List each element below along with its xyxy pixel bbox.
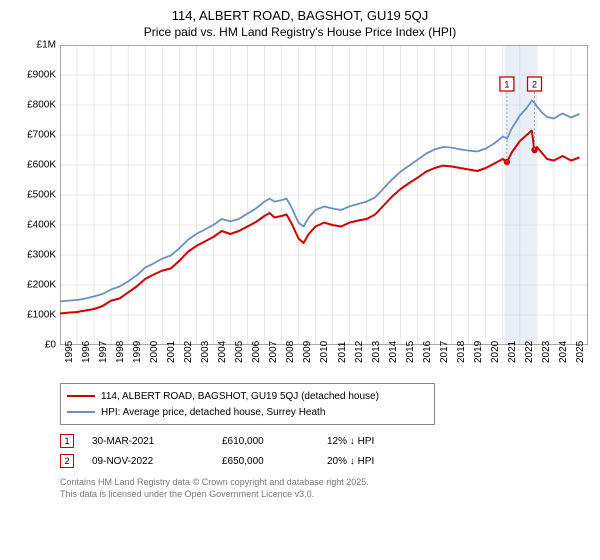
xtick-label: 2010 xyxy=(319,333,331,363)
chart-subtitle: Price paid vs. HM Land Registry's House … xyxy=(8,25,592,39)
legend-swatch-hpi xyxy=(67,411,95,413)
xtick-label: 2007 xyxy=(268,333,280,363)
xtick-label: 2009 xyxy=(302,333,314,363)
sale-price-1: £610,000 xyxy=(222,436,327,447)
xtick-label: 1998 xyxy=(115,333,127,363)
xtick-label: 2012 xyxy=(354,333,366,363)
xtick-label: 2006 xyxy=(251,333,263,363)
sale-marker-2: 2 xyxy=(60,454,74,468)
chart-container: 114, ALBERT ROAD, BAGSHOT, GU19 5QJ Pric… xyxy=(0,0,600,560)
xtick-label: 2018 xyxy=(456,333,468,363)
sale-date-1: 30-MAR-2021 xyxy=(92,436,222,447)
sale-price-2: £650,000 xyxy=(222,456,327,467)
xtick-label: 2001 xyxy=(166,333,178,363)
xtick-label: 2004 xyxy=(217,333,229,363)
xtick-label: 1995 xyxy=(64,333,76,363)
xtick-label: 2025 xyxy=(575,333,587,363)
xtick-label: 1999 xyxy=(132,333,144,363)
legend: 114, ALBERT ROAD, BAGSHOT, GU19 5QJ (det… xyxy=(60,383,435,425)
xtick-label: 2003 xyxy=(200,333,212,363)
plot-svg: 12 xyxy=(60,45,588,345)
xtick-label: 2005 xyxy=(234,333,246,363)
ytick-label: £400K xyxy=(18,220,56,231)
xtick-label: 2019 xyxy=(473,333,485,363)
xtick-label: 2011 xyxy=(337,333,349,363)
xtick-label: 2014 xyxy=(388,333,400,363)
sale-pct-2: 20% ↓ HPI xyxy=(327,456,447,467)
xtick-label: 2002 xyxy=(183,333,195,363)
xtick-label: 2017 xyxy=(439,333,451,363)
legend-item-property: 114, ALBERT ROAD, BAGSHOT, GU19 5QJ (det… xyxy=(67,388,428,404)
sale-marker-1: 1 xyxy=(60,434,74,448)
xtick-label: 1996 xyxy=(81,333,93,363)
xtick-label: 2022 xyxy=(524,333,536,363)
ytick-label: £0 xyxy=(18,340,56,351)
chart-area: £0 £100K £200K £300K £400K £500K £600K £700K £80… xyxy=(18,45,588,375)
ytick-label: £200K xyxy=(18,280,56,291)
footer-line-2: This data is licensed under the Open Gov… xyxy=(60,489,592,501)
sales-row-2: 2 09-NOV-2022 £650,000 20% ↓ HPI xyxy=(60,451,592,471)
ytick-label: £600K xyxy=(18,160,56,171)
ytick-label: £1M xyxy=(18,40,56,51)
ytick-label: £100K xyxy=(18,310,56,321)
xtick-label: 2021 xyxy=(507,333,519,363)
xtick-label: 2000 xyxy=(149,333,161,363)
xtick-label: 2016 xyxy=(422,333,434,363)
xtick-label: 2020 xyxy=(490,333,502,363)
xtick-label: 2013 xyxy=(371,333,383,363)
ytick-label: £800K xyxy=(18,100,56,111)
ytick-label: £700K xyxy=(18,130,56,141)
ytick-label: £500K xyxy=(18,190,56,201)
footer: Contains HM Land Registry data © Crown c… xyxy=(60,477,592,500)
svg-text:1: 1 xyxy=(504,80,509,90)
legend-swatch-property xyxy=(67,395,95,397)
legend-label-property: 114, ALBERT ROAD, BAGSHOT, GU19 5QJ (det… xyxy=(101,391,379,402)
sales-row-1: 1 30-MAR-2021 £610,000 12% ↓ HPI xyxy=(60,431,592,451)
legend-item-hpi: HPI: Average price, detached house, Surr… xyxy=(67,404,428,420)
xtick-label: 2015 xyxy=(405,333,417,363)
xtick-label: 2023 xyxy=(541,333,553,363)
ytick-label: £900K xyxy=(18,70,56,81)
svg-text:2: 2 xyxy=(532,80,537,90)
chart-title: 114, ALBERT ROAD, BAGSHOT, GU19 5QJ xyxy=(8,8,592,23)
legend-label-hpi: HPI: Average price, detached house, Surr… xyxy=(101,407,325,418)
xtick-label: 2024 xyxy=(558,333,570,363)
plot-region: 12 xyxy=(60,45,588,345)
sale-date-2: 09-NOV-2022 xyxy=(92,456,222,467)
footer-line-1: Contains HM Land Registry data © Crown c… xyxy=(60,477,592,489)
xtick-label: 1997 xyxy=(98,333,110,363)
xtick-label: 2008 xyxy=(285,333,297,363)
sales-table: 1 30-MAR-2021 £610,000 12% ↓ HPI 2 09-NO… xyxy=(60,431,592,471)
sale-pct-1: 12% ↓ HPI xyxy=(327,436,447,447)
ytick-label: £300K xyxy=(18,250,56,261)
